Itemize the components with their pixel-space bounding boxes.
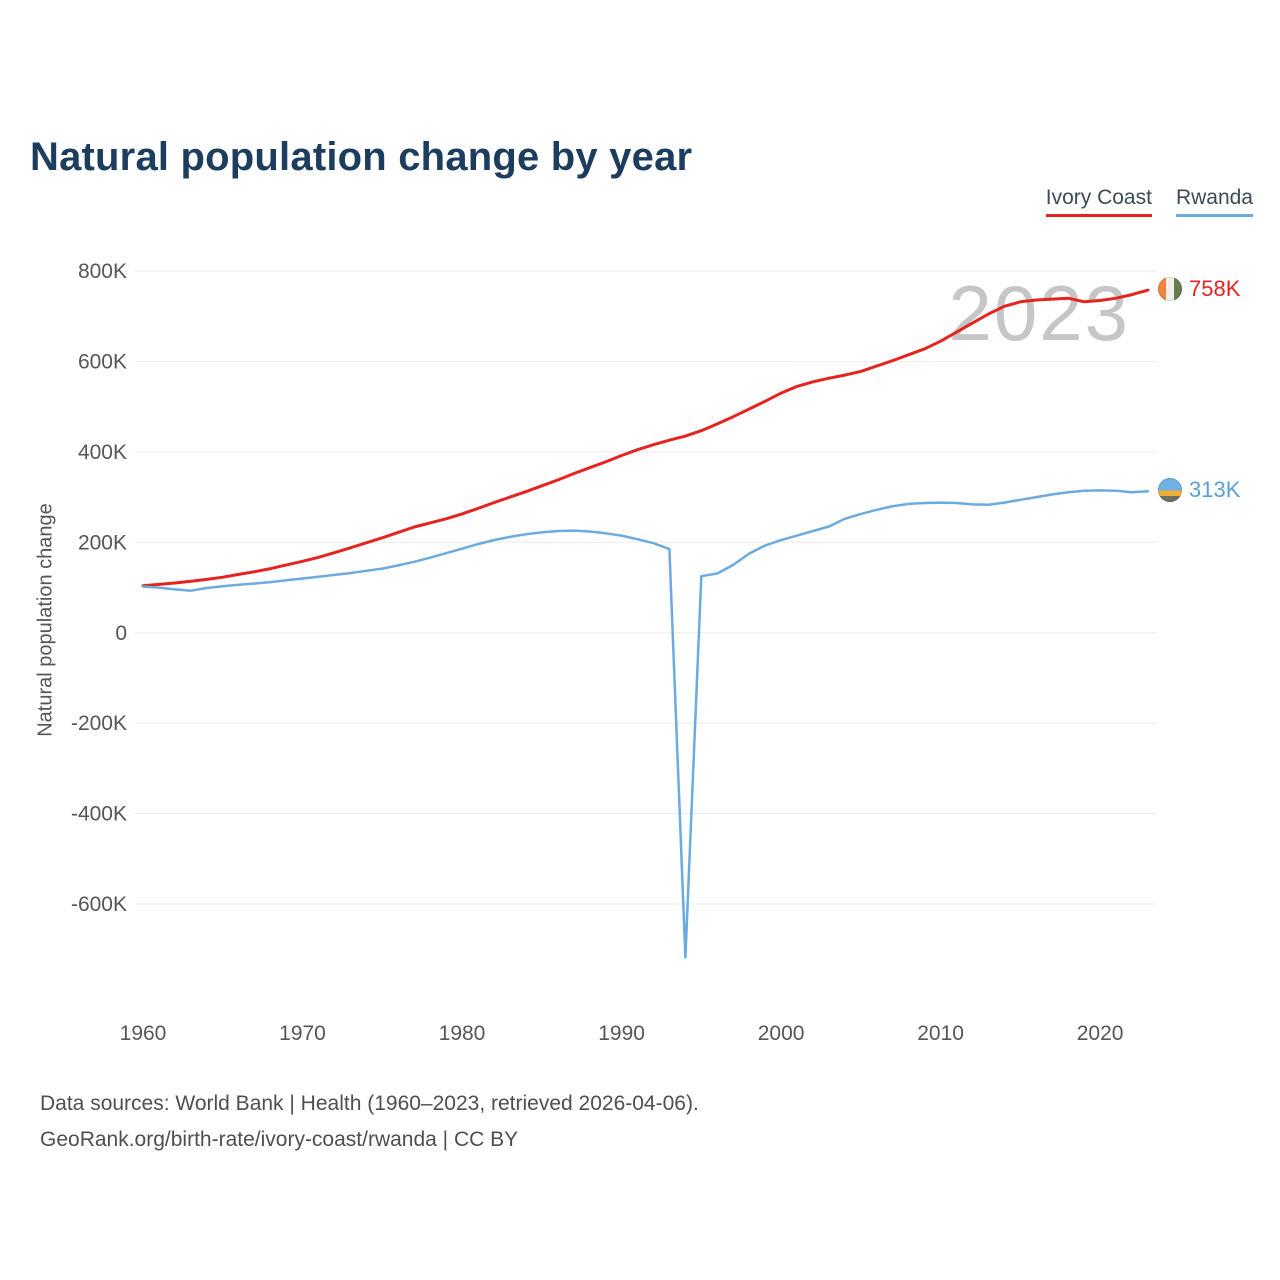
rwanda-flag-icon <box>1158 478 1182 502</box>
footer-attribution: GeoRank.org/birth-rate/ivory-coast/rwand… <box>40 1128 519 1151</box>
y-tick-label: 0 <box>115 622 127 645</box>
x-tick-label: 2000 <box>758 1022 805 1045</box>
x-tick-label: 1970 <box>279 1022 326 1045</box>
end-label-value-rwanda: 313K <box>1189 477 1241 502</box>
y-tick-label: -200K <box>71 712 127 735</box>
x-tick-label: 1960 <box>120 1022 167 1045</box>
y-tick-label: 400K <box>78 441 127 464</box>
x-tick-label: 2020 <box>1077 1022 1124 1045</box>
y-tick-label: -400K <box>71 803 127 826</box>
ivory-coast-flag-icon <box>1158 277 1182 301</box>
page-title: Natural population change by year <box>30 134 693 179</box>
legend-item-rwanda[interactable]: Rwanda <box>1175 186 1253 217</box>
end-label-value-ivory-coast: 758K <box>1189 276 1241 301</box>
series-line-ivory-coast <box>141 288 1150 588</box>
x-tick-label: 2010 <box>917 1022 964 1045</box>
y-tick-label: 800K <box>78 260 127 283</box>
y-tick-label: 600K <box>78 351 127 374</box>
x-tick-label: 1980 <box>439 1022 486 1045</box>
legend-item-ivory-coast[interactable]: Ivory Coast <box>1045 186 1152 217</box>
watermark-year: 2023 <box>948 269 1130 357</box>
legend: Ivory Coast Rwanda <box>1045 186 1253 217</box>
y-tick-label: 200K <box>78 531 127 554</box>
footer: Data sources: World Bank | Health (1960–… <box>40 1086 699 1158</box>
y-axis-title: Natural population change <box>34 503 57 737</box>
series-line-rwanda <box>141 489 1150 959</box>
y-tick-label: -600K <box>71 893 127 916</box>
end-label-rwanda: 313K <box>1158 477 1240 503</box>
x-tick-label: 1990 <box>598 1022 645 1045</box>
footer-sources: Data sources: World Bank | Health (1960–… <box>40 1092 699 1115</box>
end-label-ivory-coast: 758K <box>1158 276 1240 302</box>
